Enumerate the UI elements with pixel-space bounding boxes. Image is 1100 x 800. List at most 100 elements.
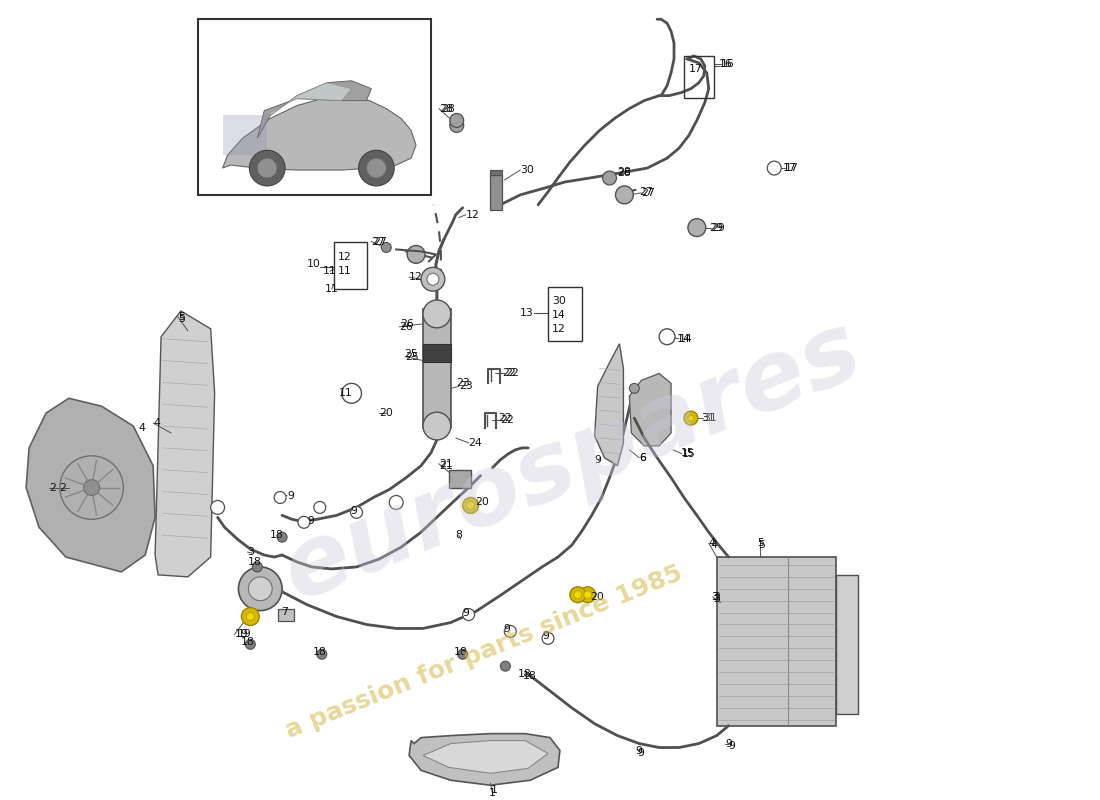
Circle shape [684, 411, 697, 425]
Text: 21: 21 [439, 458, 452, 469]
Circle shape [250, 150, 285, 186]
Text: 30: 30 [552, 296, 565, 306]
Text: 18: 18 [241, 638, 254, 647]
Circle shape [421, 267, 444, 291]
Text: 4: 4 [139, 423, 145, 433]
Text: 4: 4 [708, 538, 716, 548]
Bar [198, 19, 431, 195]
Polygon shape [409, 734, 560, 786]
Text: 23: 23 [459, 382, 473, 391]
Text: 17: 17 [689, 64, 703, 74]
Circle shape [382, 242, 392, 253]
Text: 3: 3 [711, 592, 717, 602]
Bar [278, 609, 294, 621]
Text: 12: 12 [552, 324, 565, 334]
Text: 12: 12 [338, 252, 351, 262]
Circle shape [84, 480, 99, 495]
Text: 5: 5 [758, 540, 766, 550]
Text: 28: 28 [439, 103, 452, 114]
Text: 4: 4 [711, 540, 717, 550]
Text: 15: 15 [682, 449, 695, 459]
Circle shape [298, 516, 310, 528]
Circle shape [659, 329, 675, 345]
Text: 20: 20 [590, 592, 604, 602]
Text: 11: 11 [338, 266, 351, 276]
Text: 2: 2 [59, 482, 66, 493]
Text: 18: 18 [312, 647, 327, 658]
Circle shape [246, 613, 254, 621]
Text: 1: 1 [491, 785, 497, 795]
Circle shape [252, 562, 262, 572]
Text: 3: 3 [714, 594, 720, 604]
Circle shape [450, 118, 464, 132]
Text: 24: 24 [469, 438, 483, 448]
Text: 12: 12 [465, 210, 480, 220]
Polygon shape [26, 398, 155, 572]
Text: 6: 6 [639, 453, 646, 463]
Circle shape [688, 218, 706, 237]
Text: 18: 18 [524, 671, 537, 681]
Text: 9: 9 [637, 749, 645, 758]
Text: 20: 20 [475, 498, 490, 507]
Bar [836, 575, 858, 714]
Circle shape [277, 532, 287, 542]
Circle shape [245, 639, 255, 650]
Text: 2: 2 [48, 482, 56, 493]
Circle shape [314, 502, 326, 514]
Polygon shape [222, 115, 267, 155]
Text: 5: 5 [757, 538, 763, 548]
Bar [684, 56, 714, 98]
Text: a passion for parts since 1985: a passion for parts since 1985 [283, 562, 686, 743]
Text: 4: 4 [153, 418, 159, 428]
Polygon shape [271, 82, 352, 115]
Text: 9: 9 [287, 490, 294, 501]
Circle shape [241, 608, 260, 626]
Bar [548, 287, 582, 341]
Circle shape [500, 662, 510, 671]
Text: 3: 3 [248, 547, 254, 557]
Text: 25: 25 [404, 349, 418, 358]
Circle shape [450, 114, 464, 127]
Text: 25: 25 [405, 351, 419, 362]
Circle shape [351, 506, 363, 518]
Circle shape [274, 491, 286, 503]
Circle shape [407, 246, 425, 263]
Polygon shape [424, 741, 548, 774]
Circle shape [603, 171, 616, 185]
Circle shape [317, 650, 327, 659]
Text: 18: 18 [454, 647, 467, 658]
Text: 9: 9 [462, 607, 469, 618]
Text: 1: 1 [490, 788, 496, 798]
Text: 9: 9 [728, 741, 736, 750]
Text: 14: 14 [679, 334, 693, 344]
Polygon shape [155, 311, 214, 577]
Text: 22: 22 [503, 369, 516, 378]
Text: 17: 17 [783, 163, 796, 173]
Circle shape [389, 495, 404, 510]
Text: 28: 28 [617, 168, 631, 178]
Text: 26: 26 [399, 322, 412, 332]
Circle shape [616, 186, 634, 204]
Text: 5: 5 [178, 314, 185, 324]
Circle shape [211, 501, 224, 514]
Text: 27: 27 [373, 237, 387, 246]
Circle shape [584, 590, 592, 598]
Bar [491, 175, 503, 210]
Text: 9: 9 [594, 454, 601, 465]
Polygon shape [222, 97, 416, 170]
Circle shape [463, 609, 474, 621]
Bar [424, 344, 451, 362]
Text: 27: 27 [639, 187, 653, 197]
Circle shape [424, 412, 451, 440]
Polygon shape [257, 81, 372, 138]
Bar [449, 470, 471, 487]
Circle shape [574, 590, 582, 598]
Text: 27: 27 [641, 188, 654, 198]
Text: 6: 6 [639, 453, 646, 463]
Text: 13: 13 [520, 308, 534, 318]
Polygon shape [491, 170, 503, 175]
Text: 22: 22 [505, 369, 519, 378]
Text: 9: 9 [503, 625, 509, 634]
Text: 18: 18 [248, 557, 261, 567]
Circle shape [249, 577, 272, 601]
